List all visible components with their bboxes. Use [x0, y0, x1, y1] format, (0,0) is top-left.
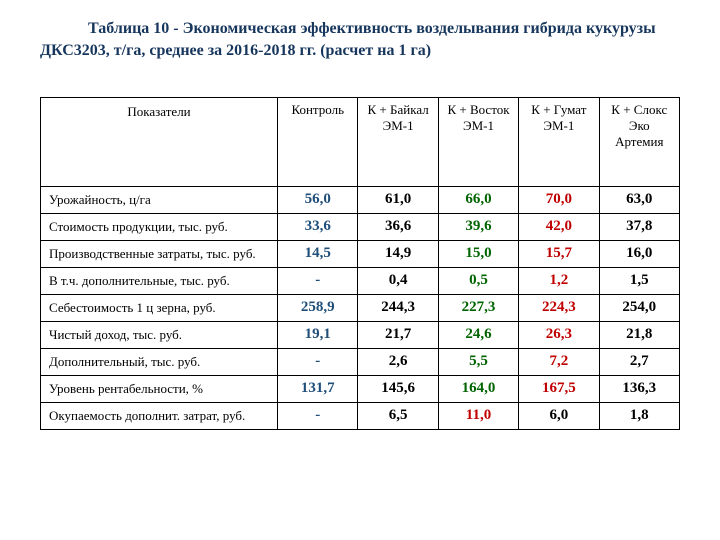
cell: 7,2 [519, 349, 599, 376]
cell: 1,8 [599, 403, 679, 430]
cell: 42,0 [519, 214, 599, 241]
cell: 56,0 [278, 187, 358, 214]
cell: 36,6 [358, 214, 438, 241]
cell: 15,0 [438, 241, 518, 268]
cell: 164,0 [438, 376, 518, 403]
cell: 0,5 [438, 268, 518, 295]
table-row: Урожайность, ц/га 56,0 61,0 66,0 70,0 63… [41, 187, 680, 214]
row-label: Себестоимость 1 ц зерна, руб. [41, 295, 278, 322]
cell: 254,0 [599, 295, 679, 322]
cell: 16,0 [599, 241, 679, 268]
cell: 131,7 [278, 376, 358, 403]
cell: 136,3 [599, 376, 679, 403]
col-header-baikal: К + Байкал ЭМ-1 [358, 98, 438, 187]
row-label: Уровень рентабельности, % [41, 376, 278, 403]
cell: 2,7 [599, 349, 679, 376]
cell: 11,0 [438, 403, 518, 430]
cell: 1,5 [599, 268, 679, 295]
row-label: Производственные затраты, тыс. руб. [41, 241, 278, 268]
cell: 14,5 [278, 241, 358, 268]
row-label: Дополнительный, тыс. руб. [41, 349, 278, 376]
table-caption: Таблица 10 - Экономическая эффективность… [40, 18, 680, 61]
cell: 39,6 [438, 214, 518, 241]
col-header-indicators: Показатели [41, 98, 278, 187]
cell: 224,3 [519, 295, 599, 322]
cell: 5,5 [438, 349, 518, 376]
cell: 26,3 [519, 322, 599, 349]
cell: 61,0 [358, 187, 438, 214]
row-label: В т.ч. дополнительные, тыс. руб. [41, 268, 278, 295]
table-row: В т.ч. дополнительные, тыс. руб. - 0,4 0… [41, 268, 680, 295]
cell: - [278, 403, 358, 430]
table-row: Себестоимость 1 ц зерна, руб. 258,9 244,… [41, 295, 680, 322]
cell: 227,3 [438, 295, 518, 322]
cell: 15,7 [519, 241, 599, 268]
cell: 21,8 [599, 322, 679, 349]
cell: 19,1 [278, 322, 358, 349]
cell: 70,0 [519, 187, 599, 214]
cell: 6,5 [358, 403, 438, 430]
table-row: Дополнительный, тыс. руб. - 2,6 5,5 7,2 … [41, 349, 680, 376]
table-row: Чистый доход, тыс. руб. 19,1 21,7 24,6 2… [41, 322, 680, 349]
cell: 145,6 [358, 376, 438, 403]
cell: 37,8 [599, 214, 679, 241]
cell: 1,2 [519, 268, 599, 295]
table-header-row: Показатели Контроль К + Байкал ЭМ-1 К + … [41, 98, 680, 187]
table-row: Окупаемость дополнит. затрат, руб. - 6,5… [41, 403, 680, 430]
cell: 0,4 [358, 268, 438, 295]
efficiency-table: Показатели Контроль К + Байкал ЭМ-1 К + … [40, 97, 680, 430]
cell: 6,0 [519, 403, 599, 430]
row-label: Окупаемость дополнит. затрат, руб. [41, 403, 278, 430]
cell: - [278, 349, 358, 376]
col-header-control: Контроль [278, 98, 358, 187]
row-label: Урожайность, ц/га [41, 187, 278, 214]
table-row: Уровень рентабельности, % 131,7 145,6 16… [41, 376, 680, 403]
cell: 258,9 [278, 295, 358, 322]
col-header-gumat: К + Гумат ЭМ-1 [519, 98, 599, 187]
cell: 244,3 [358, 295, 438, 322]
cell: - [278, 268, 358, 295]
cell: 2,6 [358, 349, 438, 376]
cell: 63,0 [599, 187, 679, 214]
table-row: Стоимость продукции, тыс. руб. 33,6 36,6… [41, 214, 680, 241]
table-row: Производственные затраты, тыс. руб. 14,5… [41, 241, 680, 268]
col-header-sloks: К + Слокс Эко Артемия [599, 98, 679, 187]
col-header-vostok: К + Восток ЭМ-1 [438, 98, 518, 187]
cell: 21,7 [358, 322, 438, 349]
cell: 14,9 [358, 241, 438, 268]
row-label: Стоимость продукции, тыс. руб. [41, 214, 278, 241]
cell: 24,6 [438, 322, 518, 349]
row-label: Чистый доход, тыс. руб. [41, 322, 278, 349]
cell: 167,5 [519, 376, 599, 403]
cell: 66,0 [438, 187, 518, 214]
cell: 33,6 [278, 214, 358, 241]
